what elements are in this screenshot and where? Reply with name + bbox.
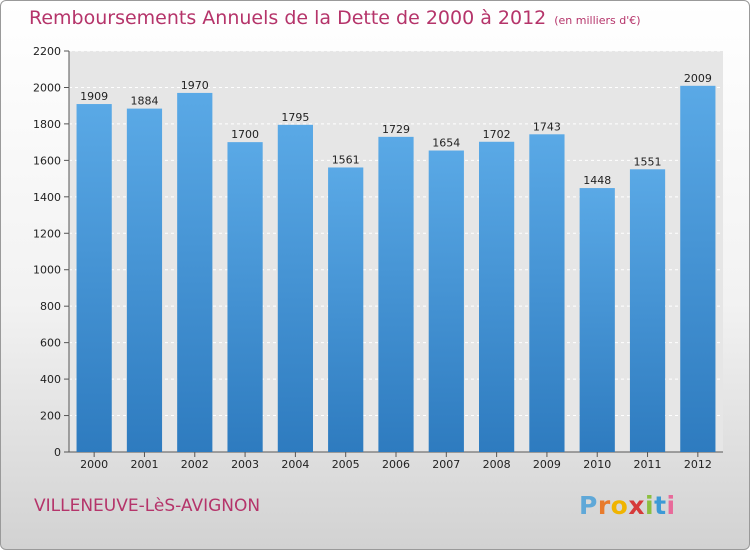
bar-value-label: 1551 <box>634 155 662 168</box>
bar-2004 <box>277 124 313 452</box>
bar-value-label: 1700 <box>231 128 259 141</box>
x-tick-label: 2006 <box>382 458 410 471</box>
x-tick-label: 2007 <box>432 458 460 471</box>
bar-value-label: 1884 <box>130 95 158 108</box>
chart-unit: (en milliers d'€) <box>554 14 641 27</box>
bar-value-label: 1702 <box>483 128 511 141</box>
bar-2012 <box>680 85 716 453</box>
x-tick-label: 2000 <box>80 458 108 471</box>
bar-value-label: 1970 <box>181 79 209 92</box>
x-tick-label: 2008 <box>483 458 511 471</box>
x-tick-label: 2009 <box>533 458 561 471</box>
bar-value-label: 1448 <box>583 174 611 187</box>
y-tick-label: 2000 <box>33 81 61 94</box>
bar-2001 <box>126 108 163 453</box>
bar-2007 <box>428 150 464 452</box>
bar-value-label: 1795 <box>281 111 309 124</box>
bar-2010 <box>579 188 615 452</box>
bar-value-label: 1561 <box>332 153 360 166</box>
x-tick-label: 2003 <box>231 458 259 471</box>
x-tick-label: 2010 <box>583 458 611 471</box>
city-name: VILLENEUVE-LèS-AVIGNON <box>34 496 261 516</box>
y-tick-label: 400 <box>40 373 61 386</box>
y-tick-label: 0 <box>54 446 61 459</box>
bar-value-label: 1654 <box>432 137 460 150</box>
bar-2009 <box>529 134 565 452</box>
y-tick-label: 800 <box>40 300 61 313</box>
x-tick-label: 2004 <box>281 458 309 471</box>
y-tick-label: 2200 <box>33 45 61 58</box>
bar-2006 <box>378 136 414 452</box>
y-tick-label: 200 <box>40 410 61 423</box>
x-tick-label: 2005 <box>332 458 360 471</box>
bar-2008 <box>479 141 515 452</box>
bar-2011 <box>629 169 666 453</box>
bar-value-label: 1729 <box>382 123 410 136</box>
x-tick-label: 2011 <box>634 458 662 471</box>
bar-2002 <box>177 92 213 452</box>
bar-value-label: 1909 <box>80 90 108 103</box>
x-tick-label: 2002 <box>181 458 209 471</box>
x-tick-label: 2012 <box>684 458 712 471</box>
y-tick-label: 1600 <box>33 154 61 167</box>
y-tick-label: 1200 <box>33 227 61 240</box>
bar-2005 <box>328 167 364 452</box>
chart-title: Remboursements Annuels de la Dette de 20… <box>29 7 641 29</box>
proxiti-logo: Proxiti <box>579 491 676 520</box>
bar-value-label: 2009 <box>684 72 712 85</box>
y-tick-label: 600 <box>40 337 61 350</box>
y-tick-label: 1000 <box>33 264 61 277</box>
bar-2003 <box>227 142 263 453</box>
bar-2000 <box>76 104 112 452</box>
chart-title-text: Remboursements Annuels de la Dette de 20… <box>29 7 547 29</box>
y-tick-label: 1400 <box>33 191 61 204</box>
x-tick-label: 2001 <box>130 458 158 471</box>
bar-value-label: 1743 <box>533 120 561 133</box>
y-tick-label: 1800 <box>33 118 61 131</box>
